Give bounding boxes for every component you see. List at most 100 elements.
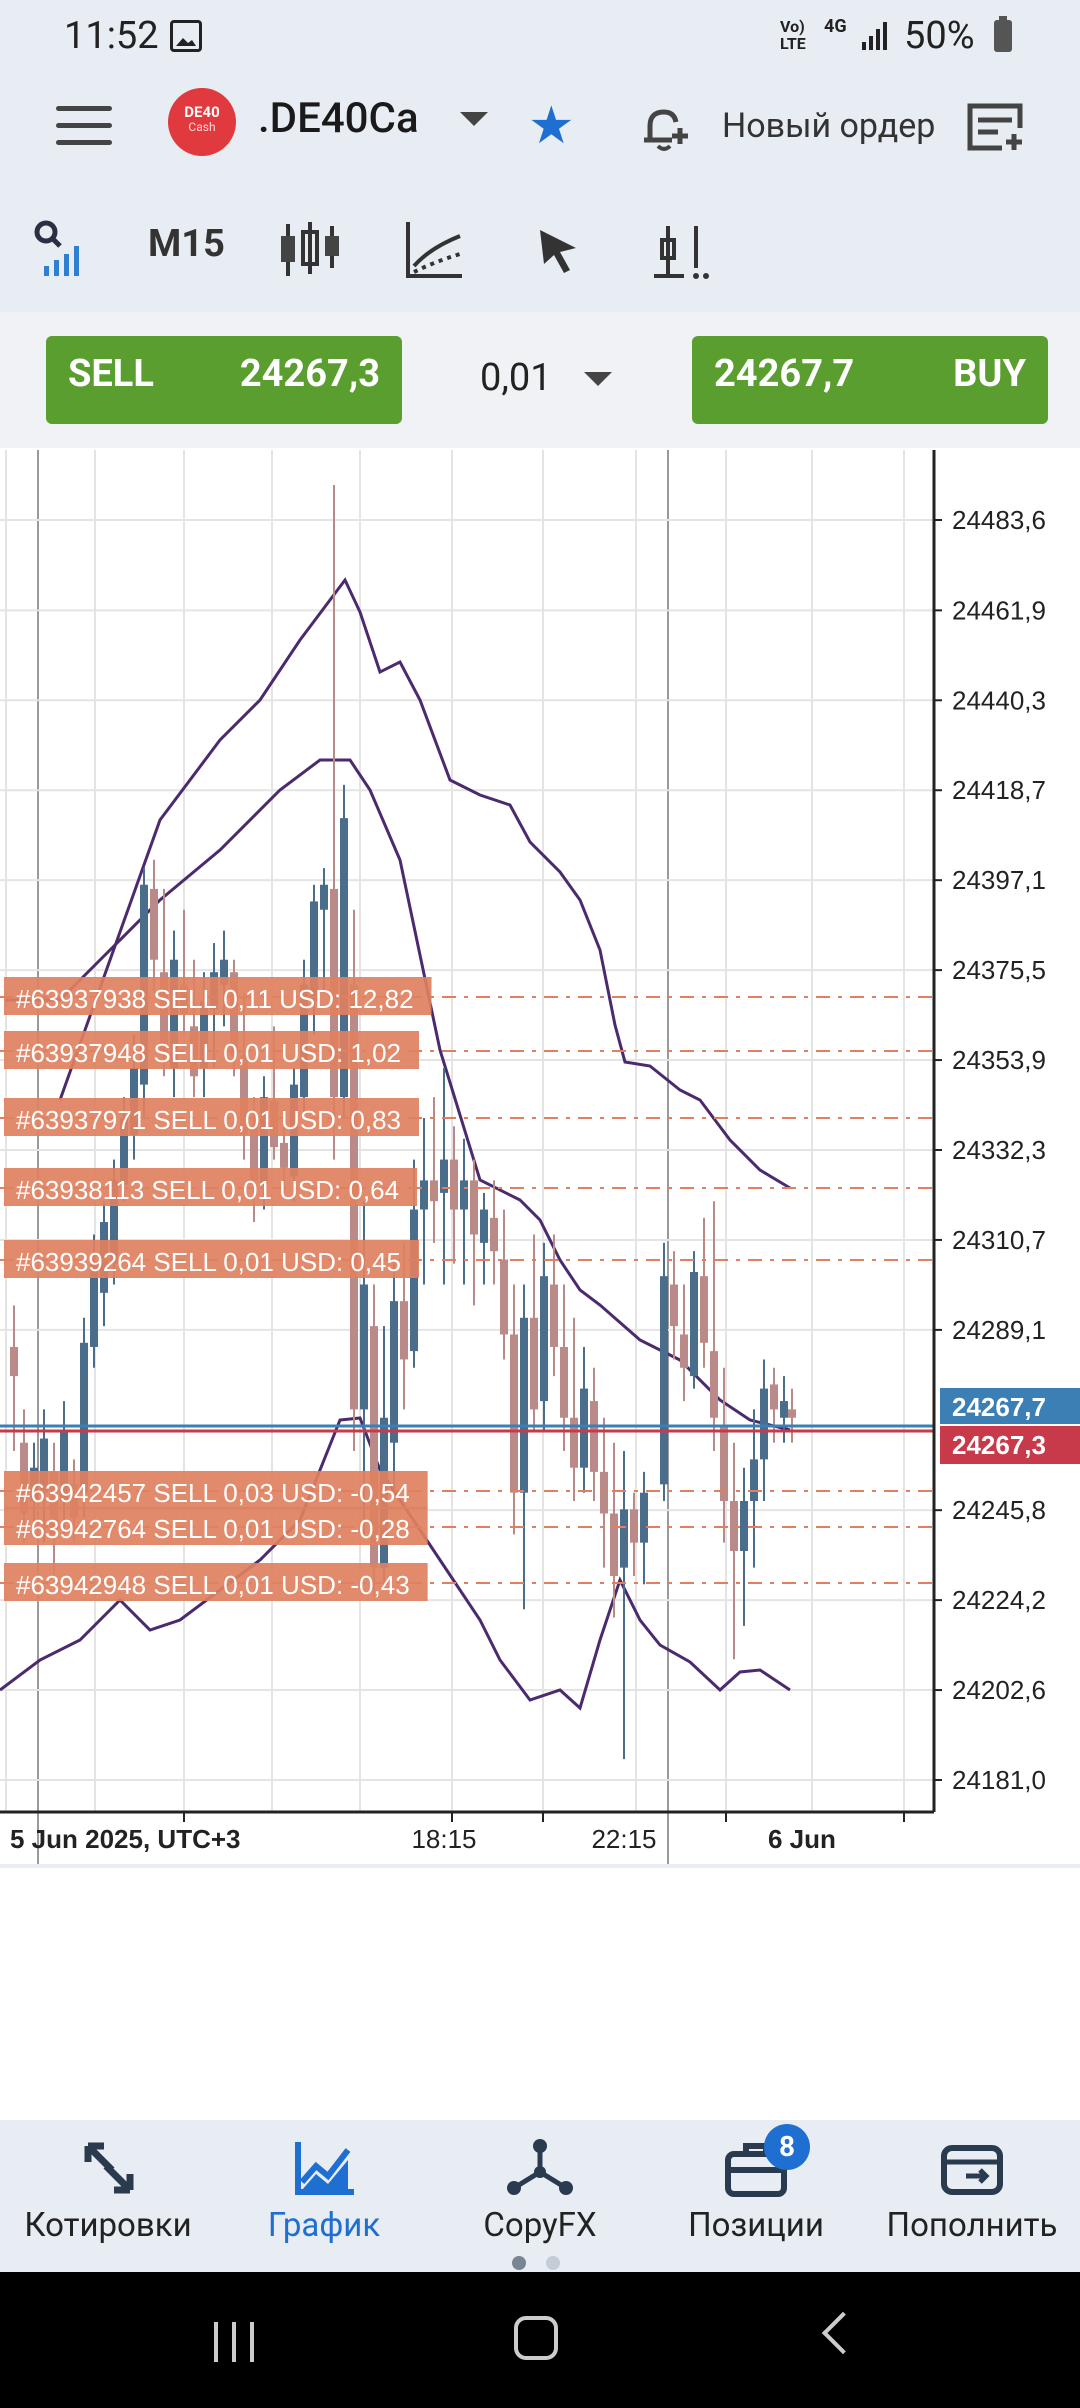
bull-candle — [690, 1272, 698, 1377]
bear-candle — [250, 1126, 258, 1181]
panel-divider — [0, 1864, 1080, 1868]
price-tick-label: 24461,9 — [952, 595, 1046, 625]
price-tick-label: 24202,6 — [952, 1675, 1046, 1705]
symbol-logo-subtext: Cash — [188, 120, 216, 134]
order-label — [4, 1168, 418, 1206]
ask-price-label: 24267,3 — [952, 1430, 1046, 1460]
price-tick-label: 24418,7 — [952, 775, 1046, 805]
bear-candle — [680, 1334, 688, 1368]
bull-candle — [410, 1209, 418, 1352]
nav-positions[interactable]: Позиции — [648, 2130, 864, 2250]
copyfx-icon — [507, 2139, 573, 2195]
chart-icon — [295, 2142, 354, 2195]
bull-candle — [740, 1501, 748, 1551]
nav-label: Пополнить — [886, 2206, 1058, 2245]
bull-candle — [390, 1301, 398, 1443]
gallery-notification-icon — [170, 20, 202, 52]
price-axis: 24483,6 24461,9 24440,3 24418,7 24397,1 24375… — [932, 450, 1080, 1812]
bull-candle — [760, 1388, 768, 1460]
bear-candle — [590, 1401, 598, 1472]
bull-candle — [310, 901, 318, 1002]
order-label — [4, 1098, 419, 1136]
price-tick-label: 24353,9 — [952, 1045, 1046, 1075]
order-form-icon[interactable] — [966, 102, 1024, 152]
bell-plus-icon[interactable] — [636, 100, 692, 156]
chevron-down-icon[interactable] — [584, 372, 612, 386]
order-label-text: #63938113 SELL 0,01 USD: 0,64 — [16, 1175, 399, 1205]
nav-label: Котировки — [24, 2206, 192, 2245]
bear-candle — [450, 1159, 458, 1210]
bear-candle — [788, 1409, 796, 1418]
bull-candle — [40, 1438, 48, 1493]
hamburger-menu-icon[interactable] — [56, 106, 112, 146]
symbol-logo[interactable]: DE40 Cash — [168, 88, 236, 156]
positions-count-badge: 8 — [764, 2124, 810, 2170]
candlestick-type-icon[interactable] — [276, 218, 344, 282]
symbol-logo-text: DE40 — [184, 103, 220, 121]
order-label — [4, 1471, 428, 1509]
volume-selector[interactable]: 0,01 — [480, 356, 552, 400]
order-labels: #63937938 SELL 0,11 USD: 12,82 #63937948 … — [4, 977, 432, 1601]
nav-copyfx[interactable]: CopyFX — [432, 2130, 648, 2250]
drawing-tools-icon[interactable] — [648, 218, 712, 282]
nav-label: CopyFX — [483, 2206, 597, 2245]
cursor-icon[interactable] — [530, 218, 586, 282]
new-order-button[interactable]: Новый ордер — [722, 106, 936, 146]
bear-candle — [150, 888, 158, 960]
bear-candle — [490, 1217, 498, 1252]
bull-candle — [80, 1342, 88, 1493]
price-tick-label: 24375,5 — [952, 955, 1046, 985]
time-tick-label: 22:15 — [591, 1824, 656, 1854]
order-label — [4, 1563, 428, 1601]
order-lines — [0, 996, 934, 1584]
bull-candle — [620, 1509, 628, 1568]
buy-price: 24267,7 — [714, 352, 855, 396]
buy-label: BUY — [953, 352, 1026, 396]
network-type-icon: 4G — [824, 16, 847, 37]
time-tick-label: 6 Jun — [768, 1824, 836, 1854]
bear-candle — [700, 1276, 708, 1343]
symbol-selector[interactable]: .DE40Ca — [258, 94, 419, 143]
bull-candle — [460, 1180, 468, 1210]
price-chart[interactable]: 24483,6 24461,9 24440,3 24418,7 24397,1 24375… — [0, 448, 1080, 1868]
price-tick-label: 24397,1 — [952, 865, 1046, 895]
nav-quotes[interactable]: Котировки — [0, 2130, 216, 2250]
bull-candle — [360, 1284, 368, 1410]
nav-deposit[interactable]: Пополнить — [864, 2130, 1080, 2250]
star-icon[interactable]: ★ — [528, 95, 575, 156]
battery-percent: 50% — [904, 14, 975, 58]
sell-button[interactable]: SELL 24267,3 — [46, 336, 402, 424]
recent-apps-icon[interactable] — [214, 2322, 258, 2362]
chart-background — [0, 448, 1080, 1868]
bear-candle — [240, 1055, 248, 1135]
bear-candle — [570, 1417, 578, 1468]
bear-candle — [610, 1513, 618, 1576]
chevron-down-icon[interactable] — [460, 112, 488, 126]
bull-candle — [260, 1097, 268, 1185]
bear-candle — [550, 1284, 558, 1347]
indicators-icon[interactable] — [402, 218, 466, 282]
price-tick-label: 24245,8 — [952, 1495, 1046, 1525]
bull-candle — [520, 1317, 528, 1493]
signal-icon — [862, 20, 890, 50]
price-tick-label: 24440,3 — [952, 685, 1046, 715]
nav-chart[interactable]: График — [216, 2130, 432, 2250]
bull-candle — [320, 884, 328, 910]
briefcase-icon — [725, 2143, 787, 2197]
indicator-search-icon[interactable] — [30, 218, 94, 282]
bull-candle — [340, 818, 348, 1098]
home-icon[interactable] — [514, 2316, 558, 2360]
bull-candle — [120, 1117, 128, 1185]
bull-candle — [90, 1263, 98, 1347]
battery-icon — [994, 16, 1012, 52]
order-label-text: #63937948 SELL 0,01 USD: 1,02 — [16, 1038, 401, 1068]
order-label — [4, 1031, 419, 1069]
buy-button[interactable]: 24267,7 BUY — [692, 336, 1048, 424]
status-bar: 11:52 Vo) LTE 4G 50% — [0, 0, 1080, 72]
bear-candle — [560, 1346, 568, 1418]
timeframe-selector[interactable]: M15 — [148, 222, 225, 266]
price-tick-label: 24181,0 — [952, 1765, 1046, 1795]
bear-candle — [470, 1180, 478, 1235]
bear-candle — [770, 1384, 778, 1410]
